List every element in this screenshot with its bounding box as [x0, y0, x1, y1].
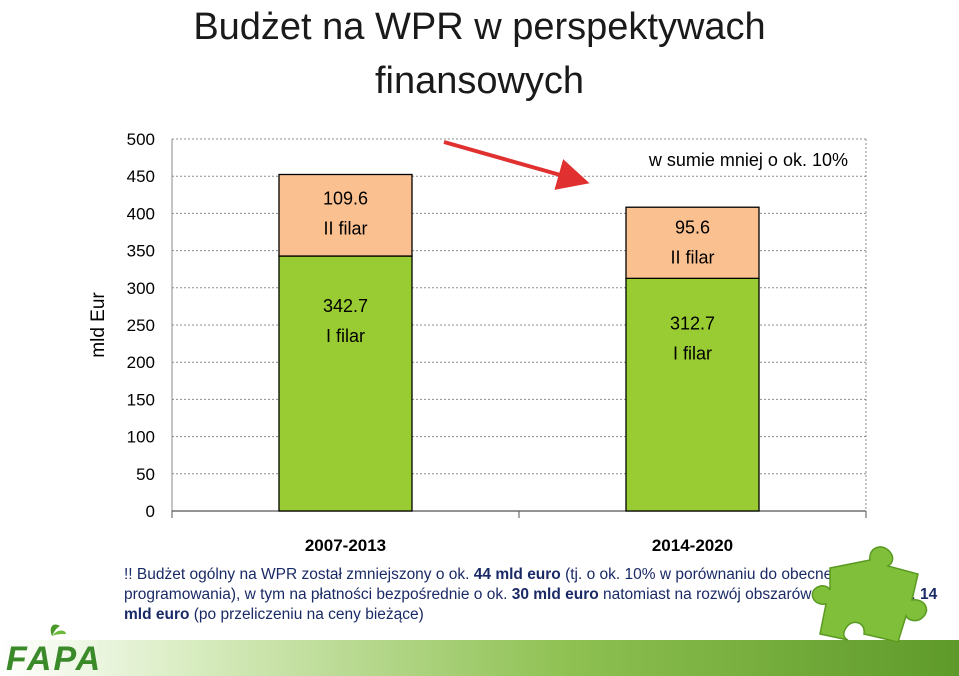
- y-tick-label: 500: [127, 130, 155, 149]
- segment-value-label: 95.6: [675, 218, 710, 238]
- budget-note: !! Budżet ogólny na WPR został zmniejszo…: [124, 565, 954, 625]
- bar-i-filar-1: [278, 255, 413, 512]
- segment-value-label: 312.7: [670, 314, 715, 334]
- y-tick-label: 0: [146, 502, 155, 521]
- footer-gradient-bar: [0, 640, 959, 676]
- note-bold-2: 30 mld euro: [511, 586, 599, 603]
- segment-name-label: I filar: [326, 326, 365, 346]
- y-tick-label: 450: [127, 167, 155, 186]
- segment-name-label: II filar: [323, 219, 367, 239]
- chart-grid: [171, 138, 867, 518]
- segment-name-label: II filar: [670, 248, 714, 268]
- y-tick-label: 50: [136, 465, 155, 484]
- y-tick-label: 300: [127, 279, 155, 298]
- segment-value-label: 342.7: [323, 296, 368, 316]
- y-tick-label: 250: [127, 316, 155, 335]
- stacked-bar-chart: 0 50 100 150 200 250 300 350 400 450 500 342.7 I fi…: [88, 130, 867, 555]
- x-category-label: 2007-2013: [305, 536, 386, 555]
- note-bold-3: 14 mld euro: [124, 586, 938, 623]
- segment-value-label: 109.6: [323, 189, 368, 209]
- note-part-2: (tj. o ok. 10% w porównaniu do obecnego …: [124, 566, 901, 603]
- y-tick-label: 350: [127, 242, 155, 261]
- y-axis-ticks: 0 50 100 150 200 250 300 350 400 450 500: [127, 130, 155, 521]
- arrow-line: [443, 140, 590, 190]
- page-title: Budżet na WPR w perspektywach finansowyc…: [0, 0, 959, 108]
- fapa-logo: FAPA: [6, 624, 102, 674]
- y-tick-label: 100: [127, 428, 155, 447]
- bar-ii-filar-1: [278, 173, 413, 257]
- segment-name-label: I filar: [673, 344, 712, 364]
- title-line-2: finansowych: [374, 60, 585, 102]
- logo-text: FAPA: [6, 640, 102, 674]
- y-tick-label: 150: [127, 390, 155, 409]
- decrease-arrow: [443, 140, 590, 190]
- y-tick-label: 200: [127, 353, 155, 372]
- segment-labels: 342.7 I filar 109.6 II filar 312.7 I filar 95.…: [323, 189, 715, 364]
- title-line-1: Budżet na WPR w perspektywach: [193, 6, 766, 48]
- puzzle-piece-icon: [811, 546, 928, 643]
- bar-ii-filar-2: [625, 206, 760, 280]
- y-axis-label: mld Eur: [88, 292, 109, 358]
- chart-annotation: w sumie mniej o ok. 10%: [648, 150, 848, 170]
- note-part-1: !! Budżet ogólny na WPR został zmniejszo…: [124, 566, 474, 583]
- bars: [278, 173, 760, 512]
- note-part-4: (po przeliczeniu na ceny bieżące): [189, 606, 424, 623]
- y-tick-label: 400: [127, 204, 155, 223]
- note-bold-1: 44 mld euro: [473, 566, 561, 583]
- x-axis-categories: 2007-2013 2014-2020: [305, 536, 733, 555]
- x-category-label: 2014-2020: [652, 536, 733, 555]
